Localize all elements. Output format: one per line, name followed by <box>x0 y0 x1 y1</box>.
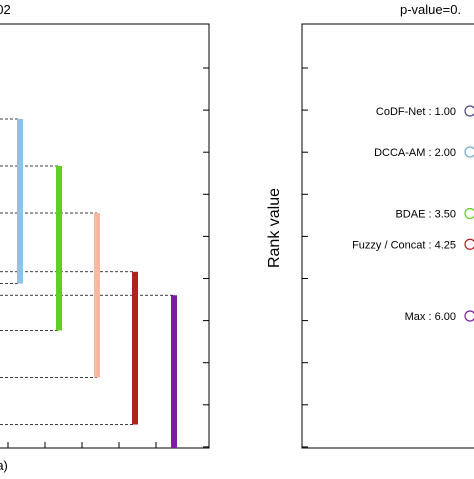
data-point <box>464 207 474 220</box>
data-point <box>464 310 474 322</box>
right-title: p-value=0. <box>400 2 461 17</box>
left-panel: D=3.7702 (a) <box>0 2 210 473</box>
data-point <box>464 105 474 117</box>
left-plot-frame <box>0 23 210 449</box>
point-label: BDAE : 3.50 <box>395 209 456 221</box>
point-label: Max : 6.00 <box>405 311 456 323</box>
left-panel-label: (a) <box>0 458 8 473</box>
data-point <box>464 146 474 158</box>
point-label: DCCA-AM : 2.00 <box>374 147 456 159</box>
left-title: D=3.7702 <box>0 2 11 17</box>
point-label: Fuzzy / Concat : 4.25 <box>352 239 456 251</box>
point-label: CoDF-Net : 1.00 <box>376 106 456 118</box>
left-bar <box>56 166 62 331</box>
right-plot-frame <box>301 23 474 449</box>
left-bar <box>171 295 177 448</box>
right-panel: CoDF-Net : 1.00 DCCA-AM : 2.00 BDAE : 3.50… <box>266 2 474 449</box>
left-bar <box>132 271 138 425</box>
left-bar <box>17 119 23 284</box>
y-axis-label: Rank value <box>266 188 283 268</box>
data-point <box>464 238 474 250</box>
left-bar <box>94 213 100 378</box>
